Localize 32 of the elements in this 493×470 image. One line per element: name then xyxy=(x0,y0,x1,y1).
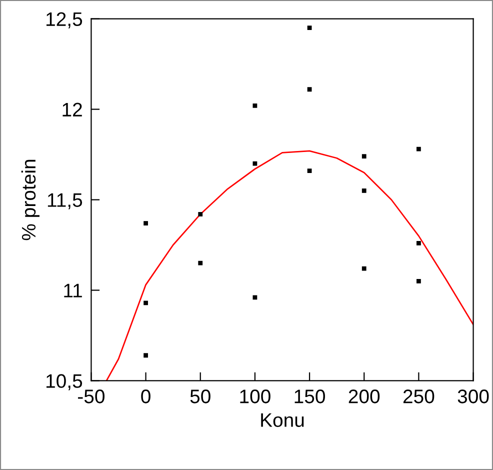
point xyxy=(362,266,366,271)
x-tick-label: 50 xyxy=(190,390,210,404)
x-tick-label: 100 xyxy=(240,390,270,404)
y-tick-label: 12,5 xyxy=(46,12,82,28)
point xyxy=(362,154,366,159)
y-tick-label: 12 xyxy=(62,102,82,116)
point xyxy=(198,260,203,266)
x-tick-label: 0 xyxy=(141,390,150,404)
point xyxy=(144,300,148,306)
point xyxy=(252,161,258,166)
point xyxy=(362,188,366,193)
x-tick-label: 150 xyxy=(294,390,325,404)
point xyxy=(416,278,421,284)
point xyxy=(144,221,148,226)
point xyxy=(416,240,421,246)
y-tick-label: 10,5 xyxy=(46,374,82,390)
point xyxy=(144,353,148,358)
y-axis-title: % protein xyxy=(21,160,40,240)
point xyxy=(307,87,312,92)
point xyxy=(416,146,421,152)
x-tick-label: 300 xyxy=(458,390,489,404)
y-tick-label: 11 xyxy=(64,284,82,298)
point xyxy=(307,168,312,173)
y-tick-label: 11,5 xyxy=(48,193,82,210)
x-tick-label: -50 xyxy=(78,390,104,404)
point xyxy=(252,103,258,108)
point xyxy=(307,26,312,30)
x-tick-label: 200 xyxy=(348,390,380,404)
line-series xyxy=(106,150,474,381)
x-axis-title: Konu xyxy=(261,413,304,427)
x-tick-label: 250 xyxy=(403,390,434,404)
point xyxy=(198,212,203,216)
